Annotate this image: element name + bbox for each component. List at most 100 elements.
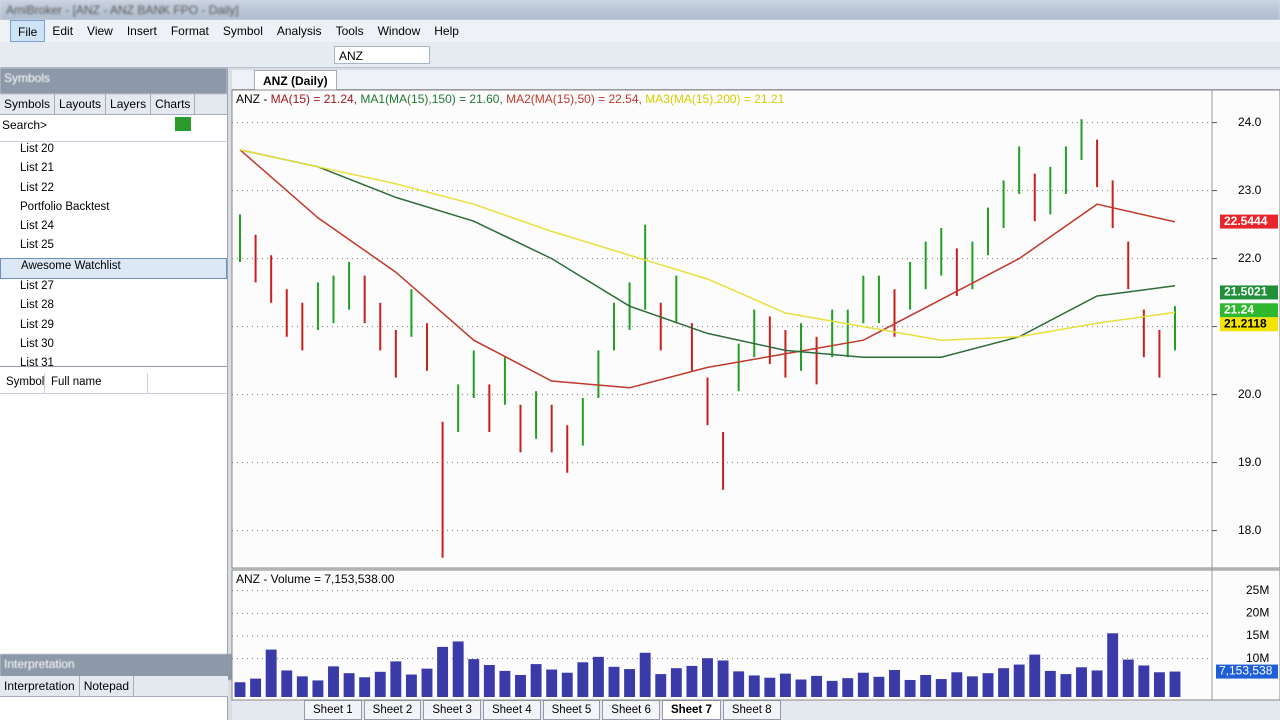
symbol-columns: Symbol Full name xyxy=(0,373,227,394)
price-tag-label: 21.2118 xyxy=(1224,316,1267,330)
watchlist-item[interactable]: Awesome Watchlist xyxy=(0,257,227,280)
legend-entry: ANZ - xyxy=(236,92,271,106)
column-header[interactable]: Full name xyxy=(45,373,148,393)
menu-item[interactable]: Insert xyxy=(126,24,157,38)
legend-entry: MA(15) = 21.24, xyxy=(271,92,361,106)
y-tick-label: 24.0 xyxy=(1238,115,1262,129)
y-tick-label: 23.0 xyxy=(1238,183,1262,197)
volume-bar xyxy=(1138,665,1150,697)
y-tick-label: 20M xyxy=(1246,606,1269,620)
panel-title: Interpretation xyxy=(0,654,236,680)
watchlist-item[interactable]: List 31 xyxy=(20,357,54,367)
volume-bar xyxy=(468,659,480,697)
price-tag xyxy=(1220,317,1278,332)
y-tick-label: 25M xyxy=(1246,583,1269,597)
watchlist-item[interactable]: List 30 xyxy=(20,337,54,350)
volume-bar xyxy=(779,673,791,697)
volume-bar xyxy=(639,652,651,697)
menu-item[interactable]: Window xyxy=(377,24,421,38)
volume-bar xyxy=(343,673,355,697)
price-tag-label: 22.5444 xyxy=(1224,214,1268,228)
menu-item[interactable]: Tools xyxy=(335,24,364,38)
ma-line xyxy=(239,149,1176,341)
symbol-box[interactable]: ANZ xyxy=(334,46,430,64)
volume-bar xyxy=(452,641,464,697)
panel-tab[interactable]: Symbols xyxy=(0,94,56,114)
volume-bar xyxy=(359,677,371,697)
legend-entry: MA3(MA(15),200) = 21.21 xyxy=(645,92,784,106)
volume-bar xyxy=(951,672,963,697)
watchlist-item[interactable]: List 24 xyxy=(20,220,54,233)
volume-bar xyxy=(561,672,573,697)
volume-bar xyxy=(608,666,620,697)
volume-bar xyxy=(437,646,449,697)
watchlist-item[interactable]: List 29 xyxy=(20,318,54,331)
chart-legend: ANZ - MA(15) = 21.24, MA1(MA(15),150) = … xyxy=(236,92,785,106)
volume-bar xyxy=(1153,672,1165,697)
volume-bar xyxy=(920,674,932,697)
volume-bar xyxy=(390,661,402,697)
watchlist-item[interactable]: List 27 xyxy=(20,280,54,293)
watchlist-item[interactable]: List 28 xyxy=(20,299,54,312)
menu-item[interactable]: Symbol xyxy=(222,24,263,38)
menu-item[interactable]: Format xyxy=(170,24,209,38)
panel-title: Symbols xyxy=(0,68,227,94)
menu-item[interactable]: View xyxy=(87,24,113,38)
panel-tab[interactable]: Charts xyxy=(151,94,196,114)
watchlist-item[interactable]: List 22 xyxy=(20,181,54,194)
y-tick-label: 18.0 xyxy=(1238,523,1262,537)
watchlist-item[interactable]: List 25 xyxy=(20,239,54,252)
menu-item[interactable]: Help xyxy=(434,24,459,38)
volume-bar xyxy=(904,679,916,697)
search[interactable]: Search> xyxy=(2,118,48,132)
sheet-tabs: Sheet 1 Sheet 2 Sheet 3 Sheet 4 Sheet 5 Sheet… xyxy=(232,700,1280,720)
menu-item[interactable]: File xyxy=(10,20,46,42)
volume-bar xyxy=(748,675,760,697)
volume-bar xyxy=(1169,671,1181,697)
go-button[interactable] xyxy=(175,117,191,131)
chart-legend: ANZ - Volume = 7,153,538.00 xyxy=(236,572,395,586)
volume-bar xyxy=(811,675,823,697)
volume-bar xyxy=(624,669,636,697)
volume-bar xyxy=(889,670,900,697)
volume-bar xyxy=(702,658,713,697)
price-pane xyxy=(231,89,1280,569)
volume-bar xyxy=(405,674,417,697)
panel-tab[interactable]: Interpretation xyxy=(0,676,80,696)
value-tag-label: 7,153,538 xyxy=(1219,664,1273,678)
menu-item[interactable]: Analysis xyxy=(276,24,322,38)
chart-tab[interactable]: ANZ (Daily) xyxy=(254,70,337,92)
panel-tab[interactable]: Notepad xyxy=(80,676,135,696)
volume-bar xyxy=(1122,659,1134,697)
volume-bar xyxy=(499,670,511,697)
ma-line xyxy=(239,149,1176,389)
price-tag-label: 21.5021 xyxy=(1224,285,1268,299)
menu-bar: File Edit View Insert Format Symbol Analysis To… xyxy=(0,20,1280,42)
legend-entry: MA1(MA(15),150) = 21.60, xyxy=(360,92,506,106)
volume-bar xyxy=(998,668,1010,697)
menu-item[interactable]: Edit xyxy=(52,24,74,38)
panel-tabs: Symbols Layouts Layers Charts xyxy=(0,94,227,115)
watchlist-item[interactable]: List 21 xyxy=(20,162,54,175)
watchlist-item[interactable]: Portfolio Backtest xyxy=(20,200,110,213)
y-tick-label: 10M xyxy=(1246,651,1269,665)
y-tick-label: 22.0 xyxy=(1238,251,1262,265)
volume-bar xyxy=(577,662,589,697)
volume-bar xyxy=(655,674,667,697)
column-header[interactable]: Symbol xyxy=(0,373,45,393)
volume-bar xyxy=(717,660,729,697)
watchlist-item[interactable]: List 20 xyxy=(20,143,54,155)
volume-bar xyxy=(234,682,246,697)
volume-bar xyxy=(374,671,386,697)
volume-bar xyxy=(966,676,978,697)
volume-bar xyxy=(857,672,869,697)
volume-bar xyxy=(515,674,526,697)
volume-bar xyxy=(530,664,542,697)
panel-tab[interactable]: Layers xyxy=(106,94,152,114)
title-bar: AmiBroker - [ANZ - ANZ BANK FPO - Daily] xyxy=(0,0,1280,20)
volume-bar xyxy=(795,679,807,697)
panel-tab[interactable]: Layouts xyxy=(55,94,107,114)
volume-bar xyxy=(686,665,698,697)
